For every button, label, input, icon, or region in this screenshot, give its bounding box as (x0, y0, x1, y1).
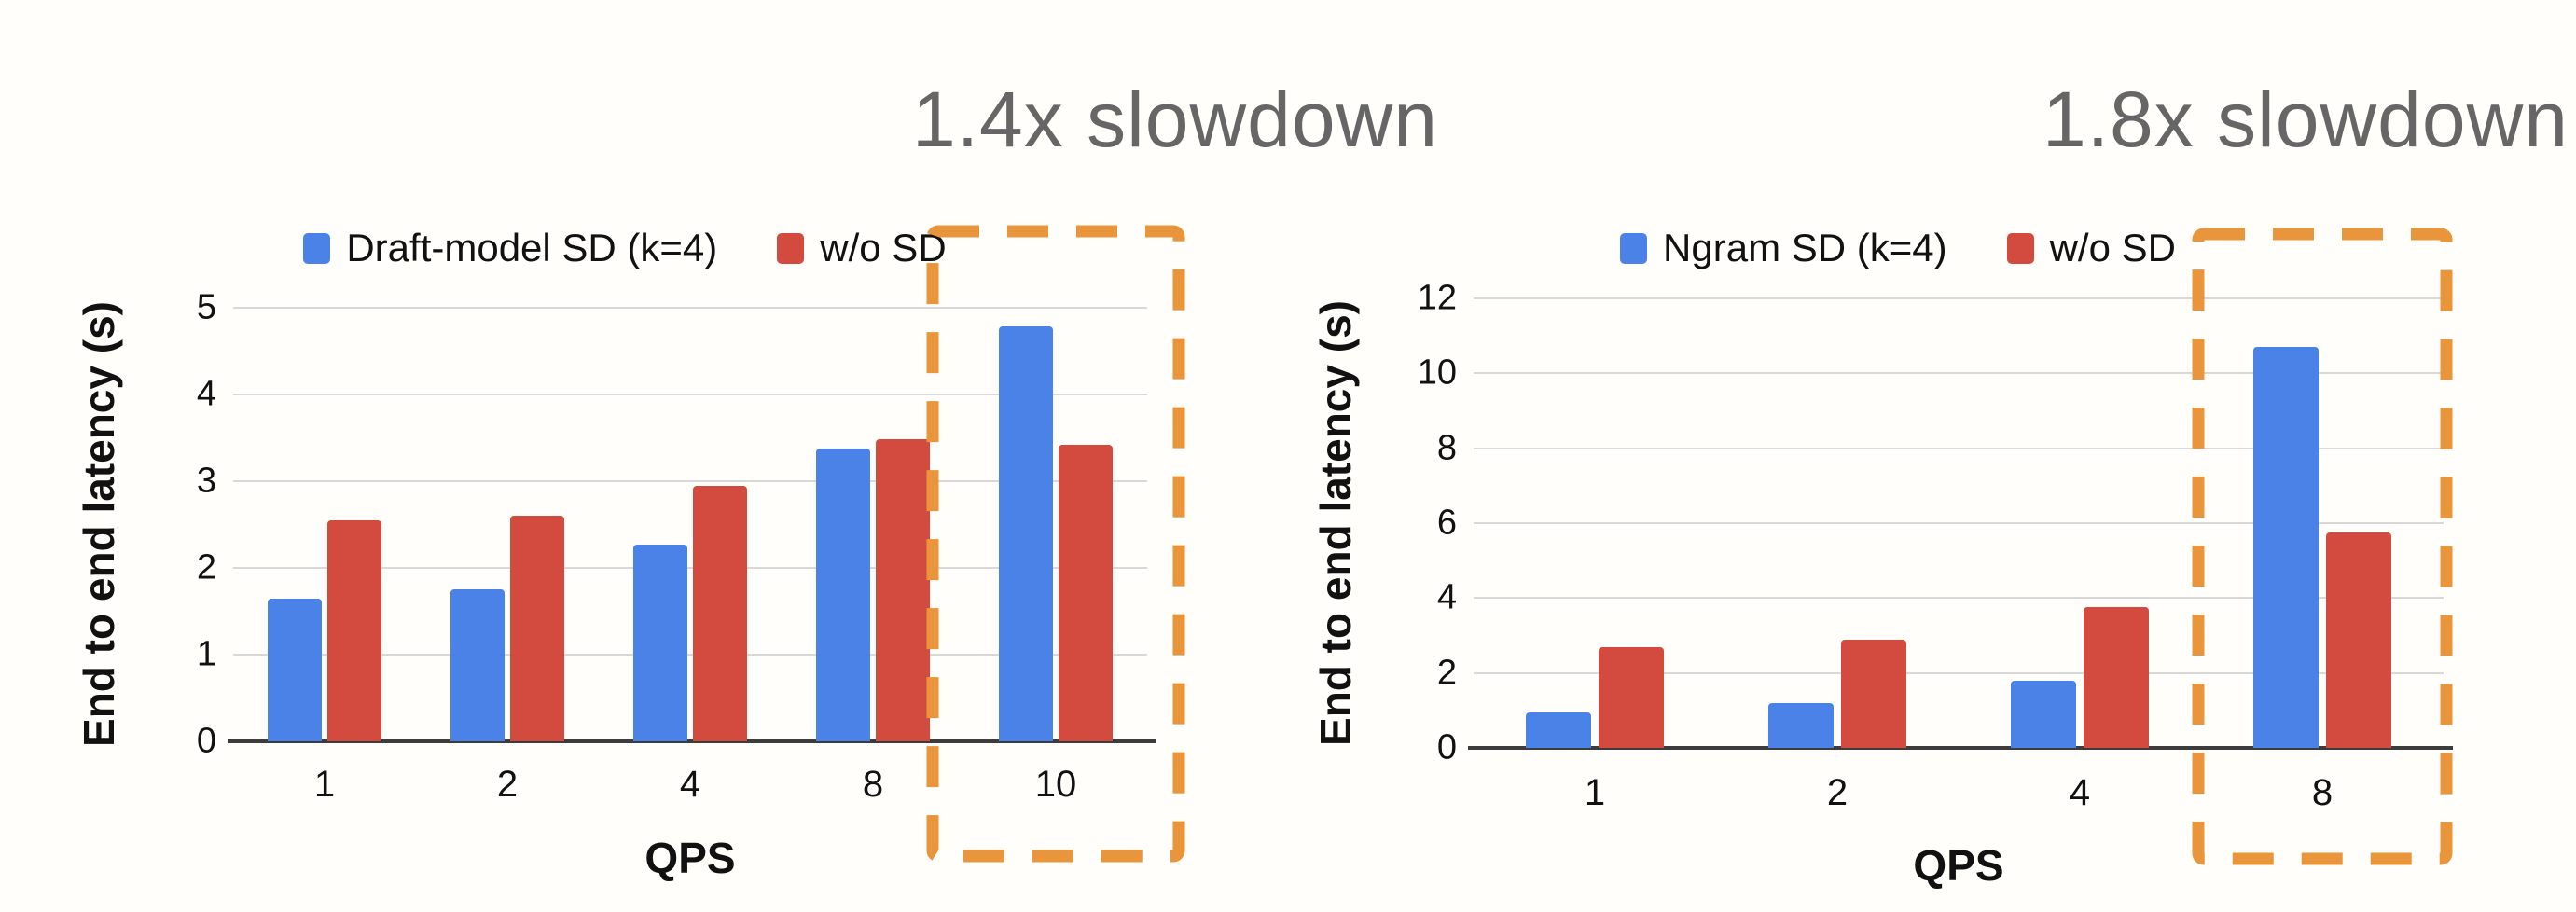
y-tick-label-5: 5 (196, 287, 216, 327)
y-tick-label-3: 3 (196, 461, 216, 501)
gridline-y-5 (233, 307, 1147, 309)
x-tick-label-1: 1 (1584, 772, 1606, 813)
x-tick-label-4: 4 (679, 764, 701, 805)
gridline-y-4 (1474, 597, 2444, 600)
bar-draft-model-sd-k-4-qps-4 (633, 544, 687, 741)
annotation-slowdown-right: 1.8x slowdown (2043, 76, 2569, 163)
y-tick-label-10: 10 (1417, 352, 1457, 393)
plot-area-right: 0 2 4 6 8 10 12 1 2 4 8 (1418, 279, 2453, 813)
y-axis-title-right: End to end latency (s) (1311, 300, 1360, 746)
gridline-y-2 (233, 567, 1147, 569)
x-axis-line (228, 739, 1156, 743)
legend-right: Ngram SD (k=4) w/o SD (1352, 226, 2444, 270)
y-tick-label-0: 0 (196, 721, 216, 761)
y-tick-label-2: 2 (1436, 653, 1457, 693)
gridline-y-6 (1474, 522, 2444, 524)
legend-item-w-o-sd: w/o SD (2006, 226, 2176, 270)
x-axis-title-right: QPS (1913, 841, 2004, 890)
annotation-slowdown-left: 1.4x slowdown (912, 76, 1438, 163)
bar-w-o-sd-qps-1 (1599, 646, 1664, 748)
bar-w-o-sd-qps-4 (2084, 607, 2149, 748)
x-tick-label-10: 10 (1034, 764, 1077, 805)
x-tick-label-8: 8 (862, 764, 884, 805)
bar-w-o-sd-qps-1 (327, 519, 381, 741)
legend-swatch-icon (1620, 232, 1648, 264)
gridline-y-10 (1474, 372, 2444, 375)
legend-item-draft-model-sd-k-4: Draft-model SD (k=4) (303, 226, 717, 270)
bar-ngram-sd-k-4-qps-1 (1526, 712, 1591, 748)
y-tick-label-0: 0 (1436, 727, 1457, 767)
x-tick-label-4: 4 (2069, 772, 2091, 813)
legend-item-w-o-sd: w/o SD (777, 226, 947, 270)
legend-swatch-icon (303, 232, 331, 264)
y-tick-label-8: 8 (1436, 428, 1457, 468)
y-tick-label-4: 4 (1436, 577, 1457, 617)
y-tick-label-12: 12 (1417, 278, 1457, 318)
plot-area-left: 0 1 2 3 4 5 1 2 4 8 10 (197, 288, 1156, 805)
legend-left: Draft-model SD (k=4) w/o SD (93, 226, 1156, 270)
legend-label: Draft-model SD (k=4) (346, 226, 718, 269)
bar-w-o-sd-qps-2 (510, 516, 564, 741)
bar-w-o-sd-qps-8 (876, 439, 930, 741)
legend-item-ngram-sd-k-4: Ngram SD (k=4) (1620, 226, 1947, 270)
y-tick-label-4: 4 (196, 374, 216, 414)
gridline-y-2 (1474, 671, 2444, 674)
bar-w-o-sd-qps-4 (693, 485, 747, 741)
bar-w-o-sd-qps-8 (2326, 532, 2391, 748)
legend-swatch-icon (777, 232, 805, 264)
gridline-y-12 (1474, 297, 2444, 299)
bar-ngram-sd-k-4-qps-2 (1768, 702, 1834, 748)
x-tick-label-2: 2 (496, 764, 519, 805)
gridline-y-8 (1474, 447, 2444, 449)
highlight-dashed-rect (926, 225, 1185, 863)
bar-ngram-sd-k-4-qps-8 (2253, 347, 2319, 748)
gridline-y-4 (233, 394, 1147, 395)
legend-label: w/o SD (820, 226, 947, 269)
highlight-box-left (926, 225, 1185, 863)
bar-draft-model-sd-k-4-qps-1 (268, 598, 322, 741)
legend-label: w/o SD (2049, 226, 2176, 269)
legend-swatch-icon (2006, 232, 2034, 264)
y-tick-label-1: 1 (196, 634, 216, 674)
x-tick-label-2: 2 (1826, 772, 1849, 813)
gridline-y-3 (233, 480, 1147, 482)
highlight-dashed-rect (2192, 228, 2453, 865)
bar-draft-model-sd-k-4-qps-8 (816, 448, 870, 741)
x-tick-label-1: 1 (313, 764, 336, 805)
y-tick-label-2: 2 (196, 547, 216, 587)
x-axis-title-left: QPS (644, 834, 736, 882)
y-tick-label-6: 6 (1436, 503, 1457, 543)
legend-label: Ngram SD (k=4) (1663, 226, 1947, 269)
bar-draft-model-sd-k-4-qps-2 (450, 589, 505, 741)
gridline-y-1 (233, 654, 1147, 656)
bar-ngram-sd-k-4-qps-4 (2011, 680, 2076, 748)
bar-draft-model-sd-k-4-qps-10 (999, 326, 1053, 741)
bar-w-o-sd-qps-2 (1841, 639, 1906, 748)
highlight-box-right (2192, 228, 2453, 865)
x-axis-line (1468, 746, 2453, 750)
bar-w-o-sd-qps-10 (1059, 444, 1113, 741)
x-tick-label-8: 8 (2311, 772, 2334, 813)
